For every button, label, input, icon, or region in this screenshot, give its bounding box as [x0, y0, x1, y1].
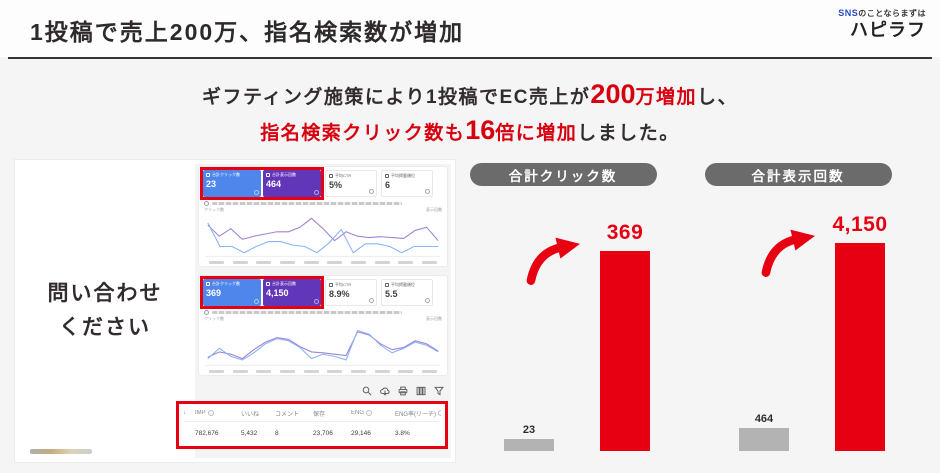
- logo-tagline-rest: のことならまずは: [858, 9, 926, 18]
- inquiry-line-2: ください: [59, 316, 151, 339]
- table-toolbar: [202, 384, 444, 398]
- metrics-table: ↓ IMP? いいね コメント 保存 ENG? ENG率(リーチ)? 782,6…: [176, 401, 448, 449]
- checkbox-icon: [329, 282, 333, 287]
- highlight-box: 合計クリック数 23 合計表示回数 464: [200, 167, 324, 200]
- growth-arrow-icon: [526, 237, 580, 285]
- inquiry-line-1: 問い合わせ: [47, 282, 163, 305]
- inquiry-text: 問い合わせ ください: [15, 160, 195, 462]
- metric-value: 5%: [329, 180, 343, 190]
- metric-tile-position[interactable]: 平均掲載順位 5.5: [381, 279, 433, 306]
- before-bar: [504, 439, 554, 451]
- chart-title-badge: 合計クリック数: [469, 163, 657, 186]
- info-icon: [204, 310, 209, 315]
- after-bar: [600, 251, 650, 451]
- metric-tile-clicks[interactable]: 合計クリック数 23: [203, 170, 261, 197]
- info-icon: [425, 298, 430, 303]
- help-icon[interactable]: ?: [207, 410, 214, 416]
- columns-icon[interactable]: [416, 386, 426, 396]
- brand-logo: SNSのことならまずは ハピラフ: [838, 8, 926, 41]
- metric-value: 23: [206, 179, 217, 189]
- metric-tile-impressions[interactable]: 合計表示回数 464: [263, 170, 321, 197]
- help-icon[interactable]: ?: [366, 410, 373, 416]
- header: 1投稿で売上200万、指名検索数が増加 SNSのことならまずは ハピラフ: [0, 0, 940, 57]
- info-icon: [369, 189, 374, 194]
- after-value-label: 369: [606, 221, 644, 244]
- gsc-help-note: [204, 310, 442, 315]
- gsc-section-after: 合計クリック数 369 合計表示回数 4,150 平均CTR 8.9%: [198, 275, 448, 376]
- metric-tiles: 合計クリック数 23 合計表示回数 464 平均CTR 5%: [200, 167, 443, 200]
- metric-tile-impressions[interactable]: 合計表示回数 4,150: [263, 279, 321, 306]
- metric-value: 464: [266, 179, 282, 189]
- info-icon: [425, 189, 430, 194]
- info-icon: [314, 299, 319, 304]
- print-icon[interactable]: [398, 386, 408, 396]
- logo-tagline-sns: SNS: [838, 8, 859, 18]
- sort-icon[interactable]: ↓: [183, 410, 186, 416]
- x-axis-ticks: [203, 260, 443, 264]
- checkbox-icon: [266, 172, 270, 177]
- checkbox-icon: [329, 173, 333, 178]
- logo-tagline: SNSのことならまずは: [838, 8, 926, 19]
- axis-label-left: クリック数: [204, 207, 224, 212]
- cloud-download-icon[interactable]: [380, 386, 390, 396]
- x-axis-ticks: [203, 369, 443, 373]
- metric-tile-position[interactable]: 平均掲載順位 6: [381, 170, 433, 197]
- search-icon[interactable]: [362, 386, 372, 396]
- page-title: 1投稿で売上200万、指名検索数が増加: [30, 19, 465, 45]
- clicks-bar-chart: 合計クリック数 23 369: [468, 163, 658, 457]
- highlight-box: 合計クリック数 369 合計表示回数 4,150: [200, 276, 324, 309]
- metric-value: 8.9%: [329, 289, 350, 299]
- checkbox-icon: [206, 281, 210, 286]
- axis-label-right: 表示回数: [426, 316, 442, 321]
- checkbox-icon: [385, 173, 389, 178]
- table-row: 782,676 5,432 8 23,706 29,146 3.8%: [195, 430, 410, 437]
- lead-line-1: ギフティング施策により1投稿でEC売上が200万増加し、: [201, 79, 739, 109]
- metric-tiles: 合計クリック数 369 合計表示回数 4,150 平均CTR 8.9%: [200, 276, 443, 309]
- metric-value: 4,150: [266, 288, 289, 298]
- checkbox-icon: [385, 282, 389, 287]
- axis-label-left: クリック数: [204, 316, 224, 321]
- lead-line-2: 指名検索クリック数も16倍に増加しました。: [260, 115, 680, 145]
- gsc-line-chart: クリック数 表示回数: [203, 207, 443, 264]
- gsc-section-before: 合計クリック数 23 合計表示回数 464 平均CTR 5%: [198, 166, 448, 267]
- metric-tile-ctr[interactable]: 平均CTR 5%: [325, 170, 377, 197]
- info-icon: [254, 299, 259, 304]
- before-value-label: 23: [522, 424, 536, 436]
- chart-plot: 464 4,150: [703, 186, 893, 455]
- checkbox-icon: [266, 281, 270, 286]
- after-value-label: 4,150: [832, 213, 888, 236]
- metric-value: 5.5: [385, 289, 398, 299]
- info-icon: [254, 190, 259, 195]
- growth-arrow-icon: [761, 229, 815, 277]
- metric-tile-clicks[interactable]: 合計クリック数 369: [203, 279, 261, 306]
- checkbox-icon: [206, 172, 210, 177]
- chart-title-badge: 合計表示回数: [704, 163, 892, 186]
- after-bar: [835, 243, 885, 451]
- filter-icon[interactable]: [434, 386, 444, 396]
- impressions-bar-chart: 合計表示回数 464 4,150: [703, 163, 893, 457]
- axis-label-right: 表示回数: [426, 207, 442, 212]
- metric-value: 6: [385, 180, 391, 190]
- info-icon: [369, 298, 374, 303]
- screenshot-panel: 問い合わせ ください 合計クリック数 23 合計表示回数 464: [15, 160, 455, 462]
- before-bar: [739, 428, 789, 451]
- logo-brand-text: ハピラフ: [850, 19, 926, 40]
- lead-text: ギフティング施策により1投稿でEC売上が200万増加し、 指名検索クリック数も1…: [0, 78, 940, 150]
- metric-tile-ctr[interactable]: 平均CTR 8.9%: [325, 279, 377, 306]
- search-console-screenshot: 合計クリック数 23 合計表示回数 464 平均CTR 5%: [176, 164, 451, 458]
- chart-plot: 23 369: [468, 186, 658, 455]
- metric-value: 369: [206, 288, 222, 298]
- header-divider: [8, 57, 932, 59]
- info-icon: [314, 190, 319, 195]
- gsc-line-chart: クリック数 表示回数: [203, 316, 443, 373]
- before-value-label: 464: [754, 413, 774, 425]
- info-icon: [204, 201, 209, 206]
- help-icon[interactable]: ?: [438, 410, 441, 416]
- table-header-row: ↓ IMP? いいね コメント 保存 ENG? ENG率(リーチ)?: [183, 405, 441, 422]
- watermark: [30, 449, 92, 454]
- gsc-help-note: [204, 201, 442, 206]
